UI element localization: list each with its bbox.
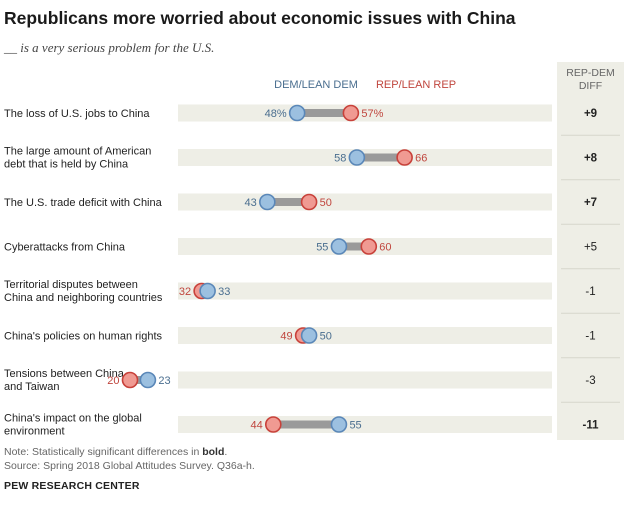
row-label: Cyberattacks from China: [4, 242, 126, 254]
rep-value-label: 44: [251, 420, 263, 432]
row-track: [178, 282, 552, 300]
rep-dot: [360, 238, 378, 255]
diff-value: +5: [584, 242, 597, 254]
rep-value-label: 32: [179, 286, 191, 298]
row-label: Tensions between China: [4, 368, 125, 380]
rep-value-label: 60: [379, 242, 391, 254]
dem-dot: [259, 193, 276, 211]
dem-value-label: 55: [316, 242, 328, 254]
row-label: The large amount of American: [4, 146, 151, 158]
diff-value: +9: [584, 108, 597, 120]
chart-subtitle: __ is a very serious problem for the U.S…: [4, 40, 215, 55]
chart-title: Republicans more worried about economic …: [4, 8, 516, 28]
gap-connector: [273, 420, 339, 429]
dem-value-label: 23: [158, 375, 170, 387]
legend-rep-label: REP/LEAN REP: [376, 79, 456, 91]
gap-connector: [267, 198, 310, 206]
diff-value: +7: [584, 197, 597, 209]
row-label: China's policies on human rights: [4, 331, 163, 343]
row-label: China's impact on the global: [4, 413, 142, 425]
row-label: debt that is held by China: [4, 159, 129, 171]
row-track: [178, 327, 552, 344]
diff-header-line-2: DIFF: [579, 80, 602, 92]
gap-connector: [356, 153, 405, 162]
dem-dot: [139, 371, 157, 389]
rep-value-label: 66: [415, 153, 427, 165]
rep-dot: [300, 193, 318, 211]
rep-dot: [264, 416, 282, 433]
gap-connector: [297, 109, 351, 117]
row-track: [178, 416, 552, 433]
dem-value-label: 33: [218, 286, 230, 298]
diff-value: +8: [584, 153, 598, 165]
rep-value-label: 49: [280, 331, 292, 343]
rep-value-label: 20: [107, 375, 119, 387]
footnote-bold-word: bold: [202, 446, 225, 458]
diff-column-background: [557, 62, 624, 440]
row-track: [178, 104, 552, 122]
legend-dem-label: DEM/LEAN DEM: [274, 79, 358, 91]
diff-header-line-1: REP-DEM: [566, 67, 614, 79]
rep-value-label: 50: [320, 197, 332, 209]
row-label: The U.S. trade deficit with China: [4, 197, 163, 209]
dem-value-label: 48%: [265, 108, 287, 120]
rep-dot: [121, 371, 139, 389]
rep-value-label: 57%: [361, 108, 383, 120]
pew-credit: PEW RESEARCH CENTER: [4, 480, 140, 492]
dem-dot: [300, 327, 318, 344]
source-note: Source: Spring 2018 Global Attitudes Sur…: [4, 460, 255, 472]
row-label: China and neighboring countries: [4, 292, 163, 304]
footnote-prefix: Note: Statistically significant differen…: [4, 446, 203, 458]
row-track: [178, 371, 552, 389]
rep-dot: [342, 104, 360, 122]
diff-value: -1: [585, 286, 595, 298]
rep-dot: [396, 149, 413, 166]
dem-dot: [330, 416, 348, 433]
row-track: [178, 193, 552, 211]
row-label: The loss of U.S. jobs to China: [4, 108, 150, 120]
row-label: Territorial disputes between: [4, 279, 138, 291]
footnote: Note: Statistically significant differen…: [4, 446, 227, 458]
dem-dot: [348, 149, 366, 166]
dem-value-label: 58: [334, 153, 346, 165]
row-label: and Taiwan: [4, 381, 59, 393]
gap-connector: [338, 242, 369, 251]
gap-connector: [130, 376, 148, 384]
diff-value: -3: [585, 375, 595, 387]
dem-value-label: 50: [320, 331, 332, 343]
footnote-suffix: .: [224, 446, 228, 458]
row-label: environment: [4, 426, 65, 438]
dem-value-label: 55: [349, 420, 361, 432]
diff-value: -11: [583, 420, 600, 432]
dem-dot: [288, 104, 306, 122]
dem-dot: [330, 238, 348, 255]
diff-value: -1: [585, 331, 595, 343]
dem-value-label: 43: [245, 197, 257, 209]
dem-dot: [199, 282, 216, 300]
